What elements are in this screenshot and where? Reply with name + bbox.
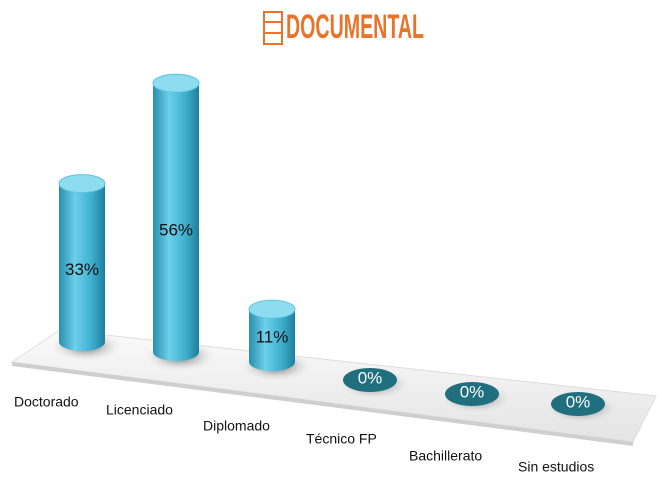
logo: DOCUMENTAL: [263, 8, 424, 46]
x-tick-label: Técnico FP: [306, 431, 377, 447]
bar-top: [58, 174, 106, 194]
logo-icon: [263, 11, 283, 45]
bar: [445, 382, 499, 406]
bar-top: [152, 73, 200, 93]
value-label: 11%: [256, 328, 289, 347]
bar: [343, 368, 397, 392]
value-label: 0%: [358, 368, 383, 387]
bar: [153, 83, 199, 361]
x-tick-label: Licenciado: [106, 402, 173, 418]
value-label: 33%: [65, 260, 99, 279]
bar: [249, 309, 295, 371]
value-label: 0%: [566, 392, 591, 411]
bar: [59, 183, 105, 351]
bar-top: [248, 299, 296, 319]
x-tick-label: Doctorado: [14, 394, 79, 410]
value-label: 0%: [460, 382, 485, 401]
bar: [551, 392, 605, 416]
logo-text: DOCUMENTAL: [286, 8, 424, 46]
floor-edge: [12, 362, 633, 446]
x-tick-label: Bachillerato: [409, 448, 482, 464]
x-tick-label: Sin estudios: [518, 459, 594, 475]
x-tick-label: Diplomado: [203, 418, 270, 434]
value-label: 56%: [159, 221, 193, 240]
